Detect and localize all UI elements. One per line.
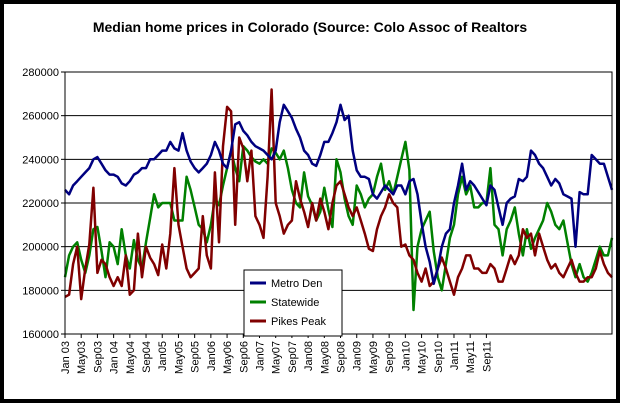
y-tick-label: 280000	[22, 67, 59, 79]
legend-label: Pikes Peak	[271, 316, 327, 328]
legend-label: Statewide	[271, 297, 319, 309]
x-tick-label: Jan10	[400, 341, 412, 371]
x-tick-label: May03	[76, 341, 88, 374]
x-tick-label: Sep04	[141, 341, 153, 373]
y-axis-ticks: 160000 180000 200000 220000 240000 260000 2800…	[22, 67, 65, 341]
chart-svg: Median home prices in Colorado (Source: …	[22, 19, 614, 374]
x-tick-label: Sep05	[190, 341, 202, 373]
series-layer	[63, 88, 614, 312]
y-tick-label: 260000	[22, 111, 59, 123]
x-tick-label: Sep03	[92, 341, 104, 373]
chart-frame: Median home prices in Colorado (Source: …	[4, 4, 616, 399]
x-tick-label: May07	[271, 341, 283, 374]
y-tick-label: 180000	[22, 285, 59, 297]
x-tick-label: May04	[125, 341, 137, 374]
x-tick-label: Jan07	[254, 341, 266, 371]
series-line-metro-den	[64, 103, 614, 286]
x-tick-label: Sep11	[481, 341, 493, 372]
x-tick-label: Jan 04	[109, 341, 121, 374]
x-tick-label: May11	[465, 341, 477, 373]
y-tick-label: 220000	[22, 198, 59, 210]
x-tick-label: Sep07	[287, 341, 299, 373]
chart-title: Median home prices in Colorado (Source: …	[93, 19, 528, 35]
x-tick-label: May10	[417, 341, 429, 374]
x-tick-label: Jan06	[206, 341, 218, 371]
y-tick-label: 240000	[22, 154, 59, 166]
series-line-pikes-peak	[64, 88, 613, 301]
x-tick-label: Jan 03	[60, 341, 72, 374]
x-axis-ticks: Jan 03 May03 Sep03 Jan 04 May04 Sep04 Jan05 May…	[60, 334, 493, 374]
x-tick-label: Jan09	[352, 341, 364, 371]
x-tick-label: Sep10	[433, 341, 445, 373]
legend: Metro Den Statewide Pikes Peak	[243, 269, 343, 337]
x-tick-label: Jan11	[449, 341, 461, 370]
x-tick-label: Jan05	[157, 341, 169, 371]
legend-label: Metro Den	[271, 278, 322, 290]
y-tick-label: 200000	[22, 242, 59, 254]
x-tick-label: May06	[222, 341, 234, 374]
x-tick-label: Sep09	[384, 341, 396, 373]
x-tick-label: May05	[173, 341, 185, 374]
x-tick-label: May08	[319, 341, 331, 374]
x-tick-label: Sep06	[238, 341, 250, 373]
x-tick-label: Sep08	[336, 341, 348, 373]
x-tick-label: Jan08	[303, 341, 315, 371]
y-tick-label: 160000	[22, 329, 59, 341]
x-tick-label: May09	[368, 341, 380, 374]
